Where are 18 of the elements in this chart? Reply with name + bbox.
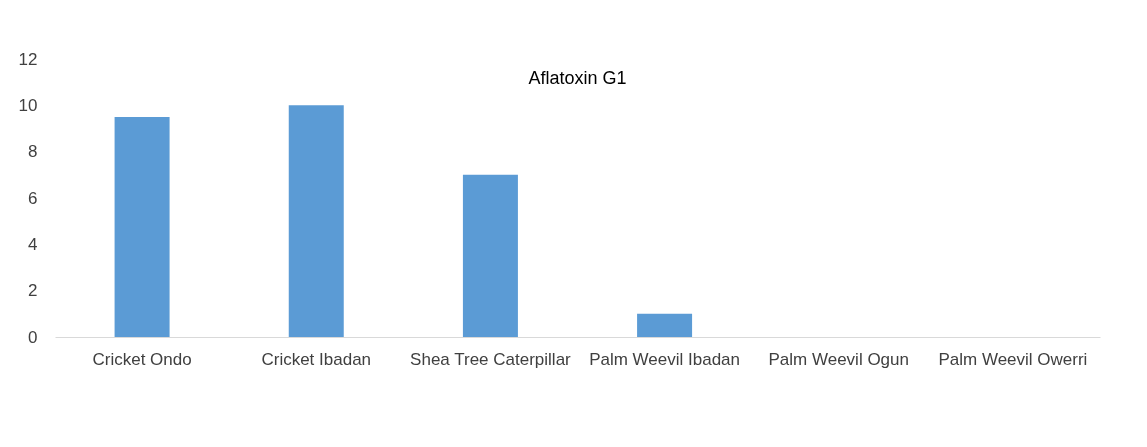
y-tick-label: 4 <box>28 234 38 254</box>
y-tick-label: 10 <box>18 95 38 115</box>
x-tick-label: Cricket Ibadan <box>261 349 372 369</box>
y-tick-label: 0 <box>28 327 38 347</box>
y-tick-label: 8 <box>28 142 38 162</box>
text: Aflatoxin G1 <box>528 68 627 88</box>
bar <box>637 313 693 337</box>
bar <box>288 105 344 337</box>
y-tick-label: 2 <box>28 281 38 301</box>
x-tick-label: Palm Weevil Ibadan <box>589 349 741 369</box>
x-tick-label: Shea Tree Caterpillar <box>410 349 572 369</box>
y-tick-label: 12 <box>18 49 38 69</box>
x-tick-label: Palm Weevil Ogun <box>768 349 909 369</box>
bar <box>114 116 170 337</box>
x-tick-label: Palm Weevil Owerri <box>938 349 1088 369</box>
x-tick-label: Cricket Ondo <box>92 349 192 369</box>
y-tick-label: 6 <box>28 188 38 208</box>
bar <box>462 174 518 337</box>
